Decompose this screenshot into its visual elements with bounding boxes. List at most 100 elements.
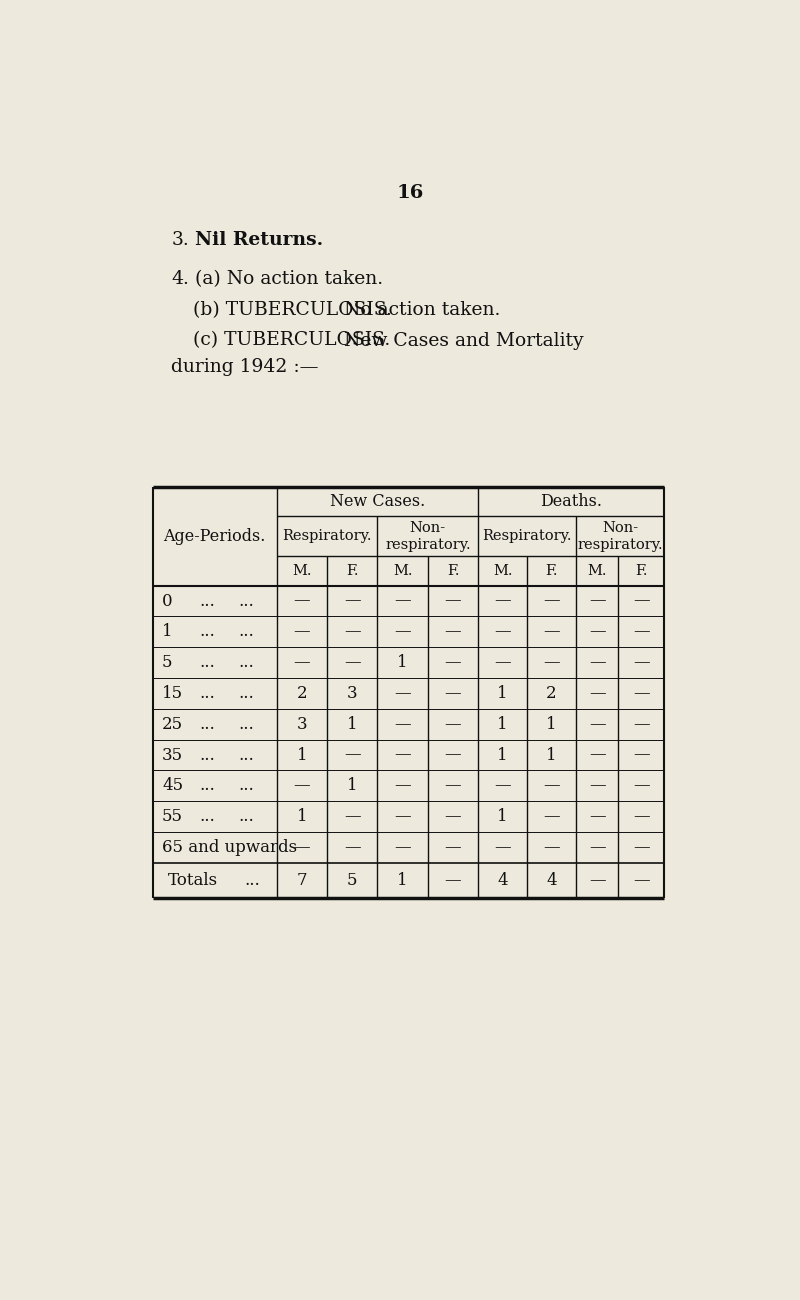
Text: ...: ... (199, 685, 215, 702)
Text: New Cases and Mortality: New Cases and Mortality (344, 332, 584, 350)
Text: ...: ... (238, 809, 254, 826)
Text: 0: 0 (162, 593, 173, 610)
Text: —: — (445, 685, 462, 702)
Text: —: — (494, 624, 511, 641)
Text: —: — (294, 777, 310, 794)
Text: F.: F. (635, 564, 647, 579)
Text: ...: ... (199, 654, 215, 671)
Text: during 1942 :—: during 1942 :— (171, 358, 318, 376)
Text: 45: 45 (162, 777, 183, 794)
Text: M.: M. (292, 564, 312, 579)
Text: 16: 16 (396, 183, 424, 202)
Text: —: — (344, 838, 361, 855)
Text: Non-
respiratory.: Non- respiratory. (578, 521, 663, 552)
Text: —: — (589, 593, 606, 610)
Text: ...: ... (238, 685, 254, 702)
Text: Deaths.: Deaths. (540, 493, 602, 510)
Text: —: — (394, 593, 411, 610)
Text: —: — (394, 685, 411, 702)
Text: —: — (344, 809, 361, 826)
Text: —: — (589, 654, 606, 671)
Text: —: — (633, 872, 650, 889)
Text: —: — (494, 777, 511, 794)
Text: Non-
respiratory.: Non- respiratory. (385, 521, 470, 552)
Text: 3.: 3. (171, 231, 189, 250)
Text: —: — (543, 654, 560, 671)
Text: ...: ... (199, 809, 215, 826)
Text: —: — (445, 838, 462, 855)
Text: —: — (543, 593, 560, 610)
Text: 1: 1 (162, 624, 173, 641)
Text: —: — (394, 746, 411, 763)
Text: —: — (543, 624, 560, 641)
Text: 1: 1 (347, 777, 358, 794)
Text: M.: M. (493, 564, 512, 579)
Text: 1: 1 (546, 746, 557, 763)
Text: —: — (589, 838, 606, 855)
Text: —: — (394, 716, 411, 733)
Text: —: — (344, 746, 361, 763)
Text: 1: 1 (498, 716, 508, 733)
Text: No action taken.: No action taken. (344, 300, 501, 318)
Text: —: — (633, 746, 650, 763)
Text: Totals: Totals (168, 872, 218, 889)
Text: Nil Returns.: Nil Returns. (194, 231, 322, 250)
Text: 1: 1 (347, 716, 358, 733)
Text: ...: ... (238, 716, 254, 733)
Text: —: — (494, 593, 511, 610)
Text: —: — (394, 809, 411, 826)
Text: 55: 55 (162, 809, 183, 826)
Text: —: — (294, 624, 310, 641)
Text: 4: 4 (498, 872, 508, 889)
Text: 25: 25 (162, 716, 183, 733)
Text: —: — (445, 624, 462, 641)
Text: New Cases.: New Cases. (330, 493, 425, 510)
Text: —: — (633, 593, 650, 610)
Text: ...: ... (199, 777, 215, 794)
Text: —: — (589, 872, 606, 889)
Text: (a) No action taken.: (a) No action taken. (194, 270, 382, 289)
Text: —: — (633, 838, 650, 855)
Text: —: — (494, 654, 511, 671)
Text: —: — (589, 746, 606, 763)
Text: —: — (445, 809, 462, 826)
Text: 1: 1 (498, 685, 508, 702)
Text: —: — (543, 809, 560, 826)
Text: ...: ... (238, 593, 254, 610)
Text: ...: ... (199, 716, 215, 733)
Text: —: — (589, 809, 606, 826)
Text: —: — (445, 593, 462, 610)
Text: F.: F. (545, 564, 558, 579)
Text: ...: ... (238, 654, 254, 671)
Text: ...: ... (199, 746, 215, 763)
Text: 7: 7 (297, 872, 307, 889)
Text: —: — (294, 593, 310, 610)
Text: Respiratory.: Respiratory. (282, 529, 372, 543)
Text: —: — (294, 654, 310, 671)
Text: ...: ... (199, 593, 215, 610)
Text: 1: 1 (546, 716, 557, 733)
Text: —: — (589, 716, 606, 733)
Text: 5: 5 (162, 654, 173, 671)
Text: 4: 4 (546, 872, 557, 889)
Text: F.: F. (446, 564, 459, 579)
Text: 1: 1 (297, 746, 307, 763)
Text: Age-Periods.: Age-Periods. (163, 528, 266, 545)
Text: 1: 1 (498, 809, 508, 826)
Text: —: — (633, 654, 650, 671)
Text: 5: 5 (347, 872, 358, 889)
Text: —: — (633, 624, 650, 641)
Text: —: — (344, 593, 361, 610)
Text: 35: 35 (162, 746, 183, 763)
Text: (b) TUBERCULOSIS.: (b) TUBERCULOSIS. (193, 300, 392, 318)
Text: 3: 3 (347, 685, 358, 702)
Text: Respiratory.: Respiratory. (482, 529, 572, 543)
Text: —: — (445, 716, 462, 733)
Text: —: — (445, 872, 462, 889)
Text: 2: 2 (546, 685, 557, 702)
Text: —: — (633, 685, 650, 702)
Text: 65 and upwards: 65 and upwards (162, 838, 297, 855)
Text: 3: 3 (297, 716, 307, 733)
Text: —: — (344, 654, 361, 671)
Text: 1: 1 (498, 746, 508, 763)
